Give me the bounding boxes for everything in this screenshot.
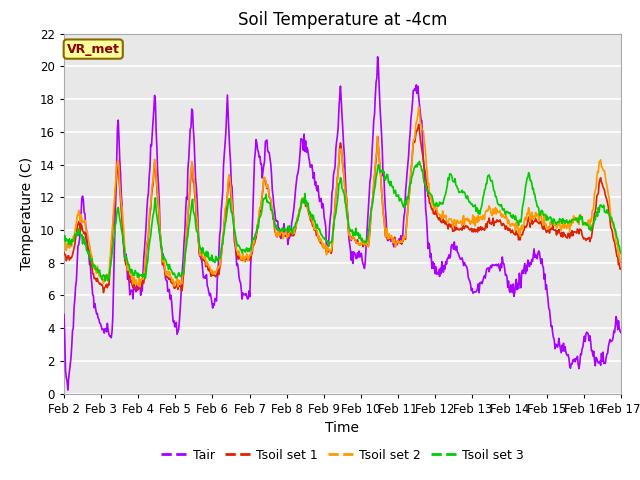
Legend: Tair, Tsoil set 1, Tsoil set 2, Tsoil set 3: Tair, Tsoil set 1, Tsoil set 2, Tsoil se…	[156, 444, 529, 467]
Text: VR_met: VR_met	[67, 43, 120, 56]
Title: Soil Temperature at -4cm: Soil Temperature at -4cm	[237, 11, 447, 29]
X-axis label: Time: Time	[325, 421, 360, 435]
Y-axis label: Temperature (C): Temperature (C)	[20, 157, 35, 270]
